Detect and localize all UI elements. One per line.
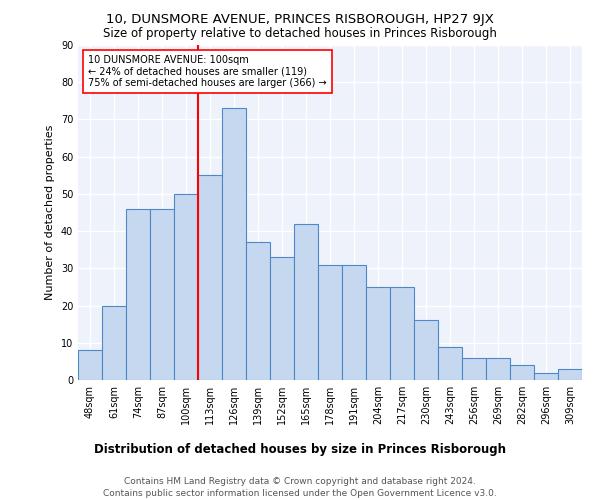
Bar <box>534 372 558 380</box>
Y-axis label: Number of detached properties: Number of detached properties <box>45 125 55 300</box>
Bar <box>222 108 246 380</box>
Bar <box>270 257 294 380</box>
Bar <box>318 264 342 380</box>
Bar <box>294 224 318 380</box>
Text: 10, DUNSMORE AVENUE, PRINCES RISBOROUGH, HP27 9JX: 10, DUNSMORE AVENUE, PRINCES RISBOROUGH,… <box>106 12 494 26</box>
Text: Contains public sector information licensed under the Open Government Licence v3: Contains public sector information licen… <box>103 489 497 498</box>
Bar <box>174 194 198 380</box>
Bar <box>390 287 414 380</box>
Text: Contains HM Land Registry data © Crown copyright and database right 2024.: Contains HM Land Registry data © Crown c… <box>124 478 476 486</box>
Text: 10 DUNSMORE AVENUE: 100sqm
← 24% of detached houses are smaller (119)
75% of sem: 10 DUNSMORE AVENUE: 100sqm ← 24% of deta… <box>88 55 327 88</box>
Bar <box>102 306 126 380</box>
Bar <box>198 176 222 380</box>
Bar <box>462 358 486 380</box>
Bar <box>486 358 510 380</box>
Bar <box>342 264 366 380</box>
Bar <box>510 365 534 380</box>
Bar <box>150 209 174 380</box>
Text: Distribution of detached houses by size in Princes Risborough: Distribution of detached houses by size … <box>94 442 506 456</box>
Bar <box>558 369 582 380</box>
Bar <box>438 346 462 380</box>
Text: Size of property relative to detached houses in Princes Risborough: Size of property relative to detached ho… <box>103 28 497 40</box>
Bar <box>366 287 390 380</box>
Bar <box>126 209 150 380</box>
Bar <box>78 350 102 380</box>
Bar <box>246 242 270 380</box>
Bar <box>414 320 438 380</box>
